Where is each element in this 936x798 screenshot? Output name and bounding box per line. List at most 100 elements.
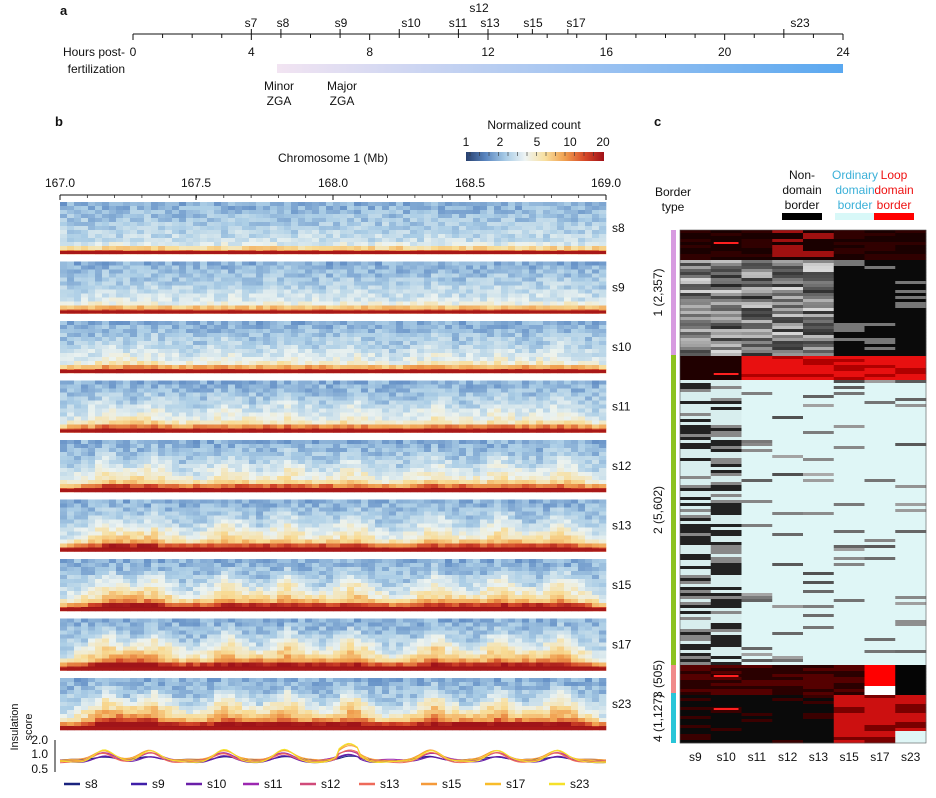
hic-cell <box>228 222 236 227</box>
hic-cell <box>410 464 418 469</box>
hic-cell <box>396 468 404 473</box>
hic-cell <box>571 456 579 461</box>
hic-cell <box>501 476 509 481</box>
hic-cell <box>445 230 453 235</box>
hic-cell <box>200 337 208 342</box>
hic-cell <box>102 273 110 278</box>
hic-cell <box>347 321 355 326</box>
hic-cell <box>354 329 362 334</box>
hic-cell <box>424 412 432 417</box>
hic-cell <box>396 265 404 270</box>
hic-cell <box>410 460 418 465</box>
hic-cell <box>487 476 495 481</box>
hic-cell <box>270 424 278 429</box>
hic-cell <box>228 424 236 429</box>
hic-cell <box>480 388 488 393</box>
hic-cell <box>340 214 348 219</box>
hic-cell <box>172 404 180 409</box>
hic-cell <box>88 365 96 370</box>
hic-cell <box>564 408 572 413</box>
hic-cell <box>319 440 327 445</box>
hic-cell <box>508 269 516 274</box>
hic-cell <box>207 337 215 342</box>
hic-cell <box>102 380 110 385</box>
hic-cell <box>277 265 285 270</box>
hic-cell <box>326 341 334 346</box>
hic-cell <box>277 238 285 243</box>
stage-label-s23: s23 <box>790 16 810 30</box>
hic-cell <box>354 448 362 453</box>
hic-cell <box>263 329 271 334</box>
hic-cell <box>312 476 320 481</box>
hic-cell <box>193 218 201 223</box>
hic-cell <box>340 321 348 326</box>
hic-cell <box>263 230 271 235</box>
hic-cell <box>354 325 362 330</box>
hic-cell <box>599 238 607 243</box>
hic-cell <box>466 222 474 227</box>
hic-cell <box>459 214 467 219</box>
hic-cell <box>137 476 145 481</box>
hic-cell <box>536 333 544 338</box>
hic-cell <box>578 305 586 310</box>
hic-cell <box>452 361 460 366</box>
hic-cell <box>361 388 369 393</box>
hic-cell <box>312 242 320 247</box>
hic-cell <box>165 289 173 294</box>
hic-cell <box>137 468 145 473</box>
hic-cell <box>445 464 453 469</box>
hic-cell <box>501 404 509 409</box>
hic-cell <box>207 480 215 485</box>
hic-cell <box>340 210 348 215</box>
hic-cell <box>326 325 334 330</box>
hic-cell <box>522 281 530 286</box>
hic-cell <box>480 206 488 211</box>
hic-cell <box>473 353 481 358</box>
hic-cell <box>284 361 292 366</box>
hic-cell <box>172 440 180 445</box>
hic-cell <box>165 384 173 389</box>
hic-cell <box>592 265 600 270</box>
hic-cell <box>319 460 327 465</box>
hic-cell <box>95 325 103 330</box>
hic-cell <box>109 329 117 334</box>
hic-cell <box>326 456 334 461</box>
hic-cell <box>389 353 397 358</box>
hic-cell <box>333 412 341 417</box>
hic-cell <box>298 456 306 461</box>
hic-cell <box>102 384 110 389</box>
hic-cell <box>585 420 593 425</box>
hic-cell <box>242 404 250 409</box>
hic-cell <box>599 380 607 385</box>
hic-cell <box>543 305 551 310</box>
hic-cell <box>480 416 488 421</box>
hic-cell <box>263 384 271 389</box>
hic-cell <box>298 392 306 397</box>
hic-cell <box>599 210 607 215</box>
hic-cell <box>95 238 103 243</box>
hic-cell <box>130 206 138 211</box>
hic-cell <box>284 404 292 409</box>
hic-cell <box>200 341 208 346</box>
hic-cell <box>466 242 474 247</box>
hic-cell <box>585 476 593 481</box>
hic-cell <box>291 222 299 227</box>
hic-cell <box>410 202 418 207</box>
hic-cell <box>277 206 285 211</box>
hic-cell <box>368 349 376 354</box>
hic-cell <box>144 380 152 385</box>
hic-cell <box>277 202 285 207</box>
hic-cell <box>501 246 509 251</box>
hic-cell <box>452 424 460 429</box>
hic-cell <box>326 329 334 334</box>
hic-cell <box>158 261 166 266</box>
hic-cell <box>424 349 432 354</box>
hic-cell <box>438 452 446 457</box>
hic-cell <box>536 424 544 429</box>
hic-cell <box>480 420 488 425</box>
hic-cell <box>242 222 250 227</box>
hic-cell <box>249 392 257 397</box>
hic-cell <box>424 273 432 278</box>
hic-cell <box>95 321 103 326</box>
